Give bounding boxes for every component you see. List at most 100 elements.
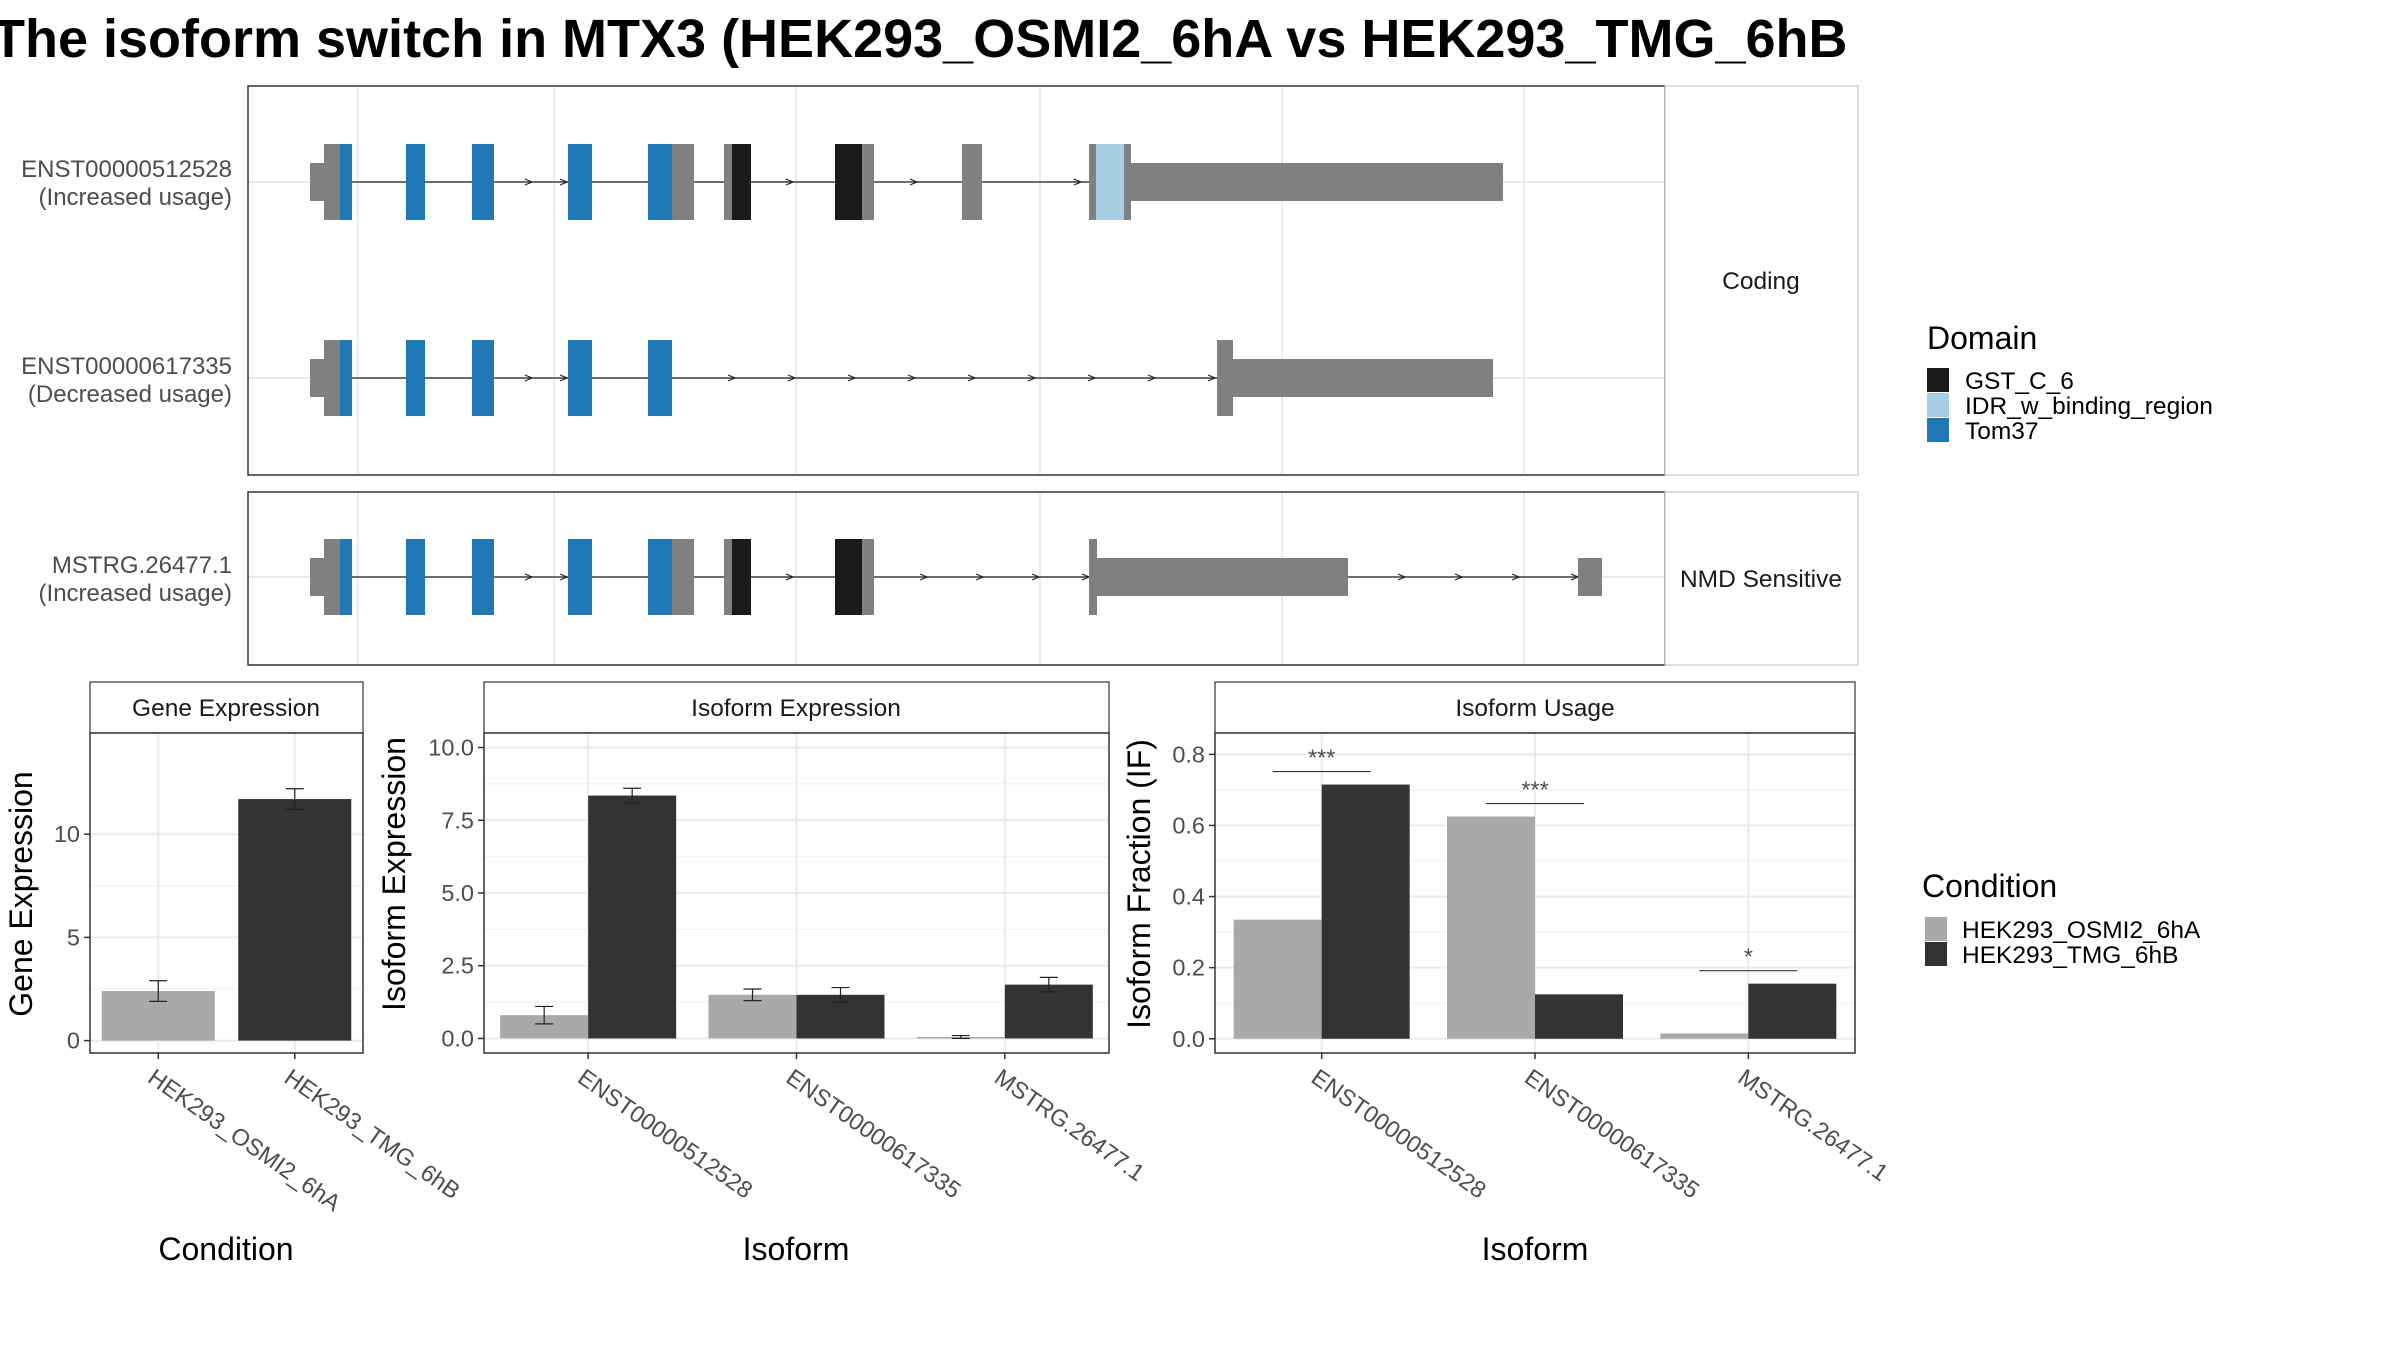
cds-block [324,144,340,220]
intron-arrow [1027,374,1037,382]
utr-block [1097,558,1348,596]
intron-arrow [559,573,569,581]
y-tick-label: 0.8 [1172,741,1205,767]
intron-arrow [559,178,569,186]
cds-block [724,144,732,220]
cds-block [862,144,874,220]
y-tick-label: 0.2 [1172,955,1205,981]
cds-block [1089,539,1097,615]
cds-block [406,144,425,220]
y-tick-label: 5.0 [441,880,474,906]
cds-block [1217,340,1233,416]
isoform-usage-chart: 0.00.20.40.60.8 *******ENST00000512528 ENS… [1172,732,1893,1204]
domain-key-tom37 [1927,418,1949,442]
utr-block [1578,558,1602,596]
nmd-strip [1664,491,1859,666]
intron-arrow [785,178,795,186]
bar [1660,1033,1749,1039]
isoform-expression-strip [483,681,1110,734]
cds-block [340,144,352,220]
condition-legend-title: Condition [1922,868,2057,904]
intron-arrow [1073,178,1083,186]
cds-block [672,144,694,220]
y-tick-label: 10 [54,821,80,847]
intron-arrow [919,573,929,581]
cds-block [568,539,592,615]
y-tick-label: 0.4 [1172,884,1205,910]
domain-key-gst [1927,368,1949,392]
structure-panel-coding [247,85,1666,476]
x-tick-label: MSTRG.26477.1 [1733,1064,1892,1186]
transcript-MSTRG.26477.1 [310,539,1602,615]
domain-label-tom37: Tom37 [1965,418,2039,445]
cds-block [732,144,751,220]
significance-label: *** [1308,745,1335,771]
intron-arrow [1207,374,1217,382]
intron-arrow [1087,374,1097,382]
intron-arrow [907,374,917,382]
isoform-usage-ylabel: Isoform Fraction (IF) [1121,739,1157,1029]
isoform-usage-xlabel: Isoform [1482,1231,1589,1267]
gene-expression-xlabel: Condition [158,1231,293,1267]
bar [1233,919,1322,1039]
isoform-expression-xlabel: Isoform [743,1231,850,1267]
cds-block [862,539,874,615]
cds-block [835,539,862,615]
tx-label-usage: (Increased usage) [39,580,232,607]
cds-block [1096,144,1124,220]
figure-title: The isoform switch in MTX3 (HEK293_OSMI2… [0,9,1848,69]
cds-block [648,539,672,615]
cds-block [472,539,494,615]
utr-block [310,163,324,201]
isoform-expression-title: Isoform Expression [691,695,901,722]
nmd-strip-label: NMD Sensitive [1680,566,1842,593]
intron-arrow [975,573,985,581]
condition-label-osmi2: HEK293_OSMI2_6hA [1962,917,2201,944]
intron-arrow [524,178,534,186]
tx-label-usage: (Decreased usage) [28,381,232,408]
y-tick-label: 0 [67,1028,80,1054]
cds-block [732,539,751,615]
condition-key-osmi2 [1925,917,1947,941]
intron-arrow [967,374,977,382]
intron-arrow [524,573,534,581]
y-tick-label: 0.0 [1172,1026,1205,1052]
domain-key-idr [1927,393,1949,417]
x-tick-label: ENST00000617335 [1520,1064,1704,1204]
tx-label-name: ENST00000512528 [21,156,232,183]
utr-block [1131,163,1503,201]
domain-label-gst: GST_C_6 [1965,368,2074,395]
bar [1321,784,1410,1039]
bar [588,795,677,1039]
cds-block [324,539,340,615]
cds-block [648,144,672,220]
intron-arrow [559,374,569,382]
structure-panel-nmd [247,491,1666,666]
tx-label-name: MSTRG.26477.1 [52,552,232,579]
intron-arrow [909,178,919,186]
cds-block [568,340,592,416]
cds-block [472,340,494,416]
y-tick-label: 10.0 [428,735,474,761]
condition-key-tmg [1925,942,1947,966]
cds-block [724,539,732,615]
intron-arrow [727,374,737,382]
cds-block [406,539,425,615]
y-tick-label: 0.0 [441,1025,474,1051]
significance-label: * [1744,944,1753,970]
intron-arrow [785,573,795,581]
gene-expression-title: Gene Expression [132,695,320,722]
coding-strip [1664,85,1859,476]
cds-block [648,340,672,416]
cds-block [406,340,425,416]
cds-block [1089,144,1096,220]
domain-legend-title: Domain [1927,320,2037,356]
intron-arrow [1147,374,1157,382]
cds-block [1124,144,1131,220]
y-tick-label: 0.6 [1172,812,1205,838]
bar [500,1015,589,1039]
intron-arrow [1031,573,1041,581]
significance-label: *** [1521,777,1548,803]
cds-block [568,144,592,220]
